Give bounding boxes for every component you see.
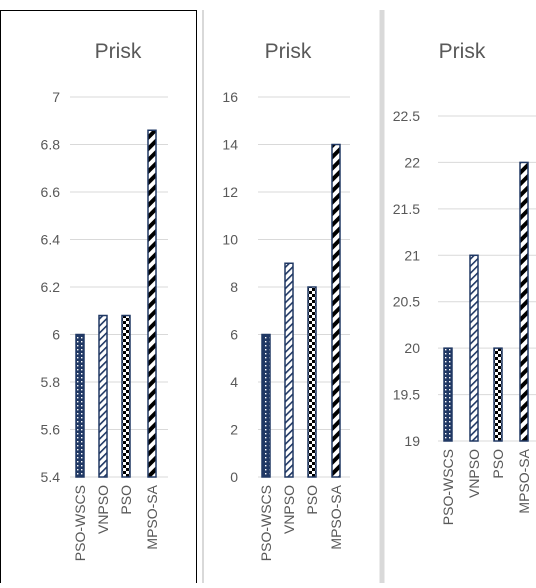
bar <box>519 161 529 442</box>
bar <box>469 254 479 442</box>
y-tick-label: 5.8 <box>41 374 61 390</box>
x-tick-label: PSO-WSCS <box>440 449 456 525</box>
bar <box>443 347 453 442</box>
y-tick-label: 5.4 <box>41 469 61 485</box>
chart-title: Prisk <box>439 40 486 63</box>
x-tick-label: PSO-WSCS <box>72 485 88 561</box>
bar <box>493 347 503 442</box>
y-tick-label: 21 <box>404 247 420 263</box>
y-tick-label: 12 <box>222 184 238 200</box>
y-tick-label: 6.6 <box>41 184 61 200</box>
panel-1-border <box>0 10 197 588</box>
y-tick-label: 10 <box>222 232 238 248</box>
x-tick-label: MPSO-SA <box>516 448 532 513</box>
y-tick-label: 6.2 <box>41 279 61 295</box>
y-tick-label: 6.8 <box>41 137 61 153</box>
y-tick-label: 8 <box>230 279 238 295</box>
bar <box>75 333 85 478</box>
x-tick-label: MPSO-SA <box>144 484 160 549</box>
x-tick-label: MPSO-SA <box>328 484 344 549</box>
bar <box>261 333 271 478</box>
bar <box>284 262 294 478</box>
x-tick-label: VNPSO <box>95 485 111 534</box>
y-tick-label: 19 <box>404 433 420 449</box>
y-tick-label: 16 <box>222 89 238 105</box>
y-tick-label: 4 <box>230 374 238 390</box>
chart-panel-2: Prisk 0 2 4 6 8 10 12 14 16 PSO-WSCS VNPSO PSO MPSO-S… <box>222 40 350 561</box>
chart-title: Prisk <box>95 40 142 63</box>
y-tick-label: 2 <box>230 422 238 438</box>
chart-panel-3: Prisk 19 19.5 20 20.5 21 21.5 22 22.5 PSO-WSCS VNP… <box>393 40 536 525</box>
x-tick-label: VNPSO <box>466 449 482 498</box>
y-tick-label: 14 <box>222 137 238 153</box>
x-tick-label: PSO <box>304 485 320 515</box>
y-tick-label: 0 <box>230 469 238 485</box>
x-tick-label: PSO <box>118 485 134 515</box>
bar <box>147 129 157 478</box>
x-tick-label: PSO-WSCS <box>258 485 274 561</box>
y-tick-label: 20.5 <box>393 294 420 310</box>
x-tick-label: VNPSO <box>281 485 297 534</box>
chart-panel-1: Prisk 5.4 5.6 5.8 6 6.2 6.4 6.6 6.8 7 PSO-WSCS VNPS… <box>41 40 168 561</box>
bar <box>98 314 108 478</box>
y-tick-label: 22 <box>404 154 420 170</box>
bar <box>331 143 341 478</box>
chart-title: Prisk <box>265 40 312 63</box>
y-tick-label: 6.4 <box>41 232 61 248</box>
bar <box>121 314 131 478</box>
x-tick-label: PSO <box>490 449 506 479</box>
y-tick-label: 22.5 <box>393 108 420 124</box>
y-tick-label: 20 <box>404 340 420 356</box>
y-tick-label: 21.5 <box>393 201 420 217</box>
y-tick-label: 6 <box>52 327 60 343</box>
y-tick-label: 7 <box>52 89 60 105</box>
bar <box>307 286 317 478</box>
y-tick-label: 6 <box>230 327 238 343</box>
y-tick-label: 19.5 <box>393 387 420 403</box>
y-tick-label: 5.6 <box>41 422 61 438</box>
